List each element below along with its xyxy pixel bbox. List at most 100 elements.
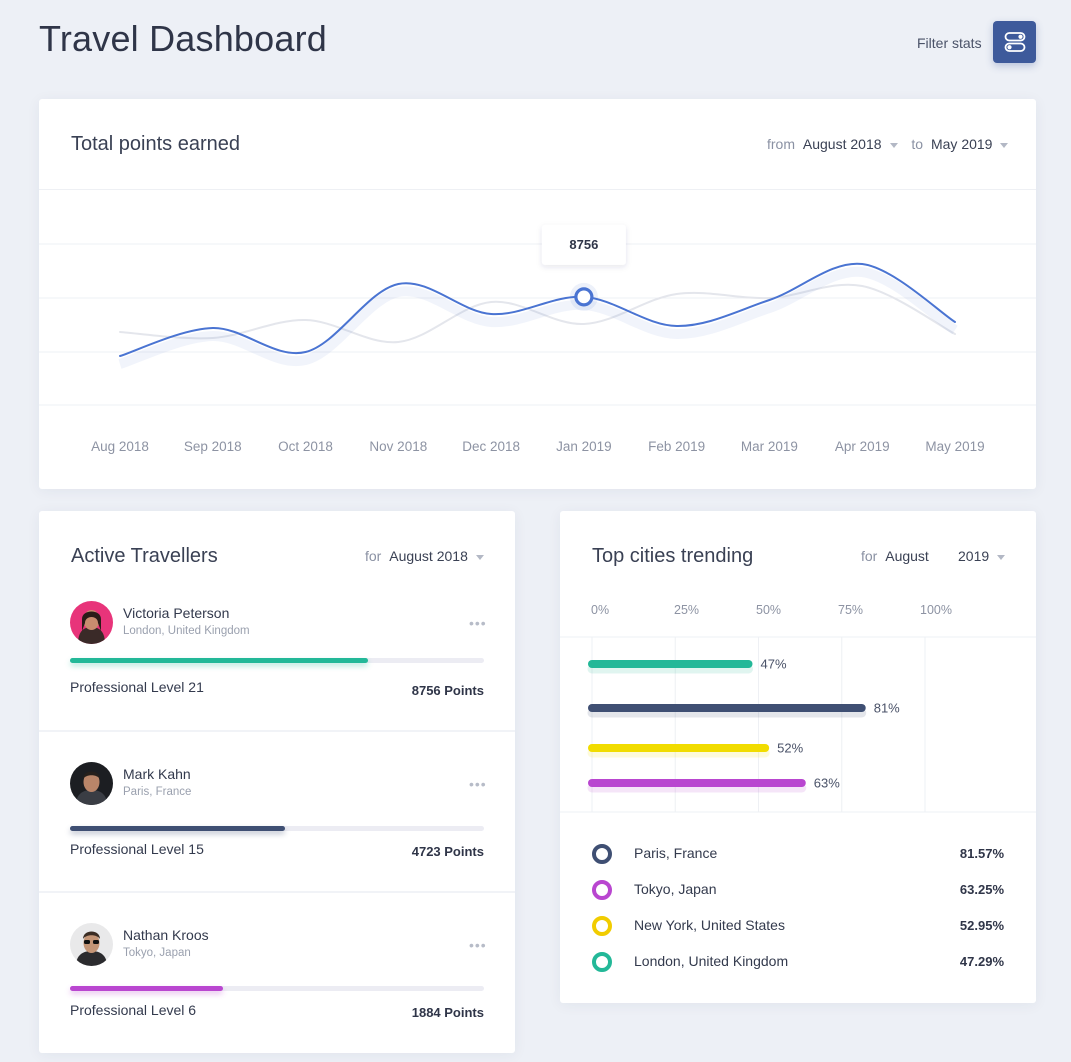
from-value: August 2018: [802, 136, 882, 152]
points-chart-card: Total points earned from August 2018 to …: [39, 99, 1036, 489]
bar-value-label: 81%: [874, 701, 900, 716]
cities-month-value: August: [885, 548, 929, 564]
legend-ring-icon: [592, 844, 612, 864]
cities-title: Top cities trending: [592, 545, 754, 567]
legend-city: Paris, France: [634, 845, 718, 861]
bar-value-label: 47%: [761, 657, 787, 672]
legend-city: London, United Kingdom: [634, 953, 789, 969]
series-line-comparison: [119, 283, 956, 344]
x-tick-label: Dec 2018: [462, 439, 520, 454]
x-tick-label: Apr 2019: [835, 439, 890, 454]
tick-label: 100%: [920, 603, 952, 617]
x-tick-label: Mar 2019: [741, 439, 798, 454]
traveller-name: Victoria Peterson: [123, 605, 230, 621]
traveller-name: Nathan Kroos: [123, 927, 209, 943]
more-options-icon[interactable]: •••: [469, 615, 487, 631]
tick-label: 25%: [674, 603, 700, 617]
travellers-period-dropdown[interactable]: for August 2018: [365, 548, 484, 564]
x-tick-label: Feb 2019: [648, 439, 705, 454]
legend-value: 47.29%: [959, 954, 1004, 969]
to-value: May 2019: [930, 136, 993, 152]
to-dropdown[interactable]: May 2019: [930, 136, 1009, 152]
x-tick-label: Aug 2018: [91, 439, 149, 454]
x-tick-label: May 2019: [925, 439, 984, 454]
traveller-location: London, United Kingdom: [123, 625, 250, 637]
avatar[interactable]: [70, 923, 113, 966]
chevron-down-icon: [889, 142, 898, 148]
filter-stats-label[interactable]: Filter stats: [917, 35, 982, 51]
traveller-name: Mark Kahn: [123, 766, 191, 782]
legend-value: 52.95%: [959, 918, 1004, 933]
tick-label: 50%: [756, 603, 782, 617]
legend-item: New York, United States 52.95%: [592, 915, 1004, 939]
legend-item: Tokyo, Japan 63.25%: [592, 879, 1004, 903]
travellers-period-value: August 2018: [389, 548, 468, 564]
page-title: Travel Dashboard: [39, 18, 328, 59]
tooltip-value: 8756: [569, 237, 598, 252]
filter-stats-button[interactable]: [993, 21, 1036, 63]
legend-city: Tokyo, Japan: [634, 881, 717, 897]
top-cities-card: Top cities trending for August 2019 0% 2…: [560, 511, 1036, 1003]
points-chart-title: Total points earned: [71, 133, 241, 155]
from-label: from: [767, 136, 795, 152]
cities-month-dropdown[interactable]: for August: [861, 548, 929, 564]
cities-bar-chart: 47% 81% 52% 63%: [560, 636, 1036, 813]
x-tick-label: Oct 2018: [278, 439, 333, 454]
traveller-location: Paris, France: [123, 786, 192, 798]
traveller-level: Professional Level 6: [70, 1002, 197, 1018]
bar-value-label: 52%: [777, 741, 803, 756]
progress-bar: [70, 658, 484, 663]
legend-value: 63.25%: [959, 882, 1004, 897]
chart-header-divider: [39, 189, 1036, 190]
chevron-down-icon: [475, 554, 484, 560]
traveller-points: 8756 Points: [411, 683, 484, 698]
avatar[interactable]: [70, 601, 113, 644]
traveller-level: Professional Level 21: [70, 679, 204, 695]
traveller-points: 4723 Points: [411, 844, 484, 859]
legend-item: London, United Kingdom 47.29%: [592, 951, 1004, 975]
x-tick-label: Sep 2018: [184, 439, 242, 454]
bar-value-label: 63%: [814, 776, 840, 791]
to-label: to: [911, 136, 924, 152]
legend-ring-icon: [592, 952, 612, 972]
progress-fill: [70, 826, 286, 831]
legend-value: 81.57%: [959, 846, 1004, 861]
travellers-title: Active Travellers: [71, 545, 218, 567]
tick-label: 0%: [591, 603, 610, 617]
legend-item: Paris, France 81.57%: [592, 843, 1004, 867]
legend-ring-icon: [592, 880, 612, 900]
traveller-row: Nathan Kroos Tokyo, Japan ••• Profession…: [39, 893, 515, 1053]
toggles-icon: [1004, 32, 1025, 52]
traveller-location: Tokyo, Japan: [123, 947, 191, 959]
cities-year-value: 2019: [958, 548, 990, 564]
traveller-points: 1884 Points: [411, 1005, 484, 1020]
progress-bar: [70, 986, 484, 991]
chevron-down-icon: [1000, 142, 1009, 148]
chevron-down-icon: [997, 554, 1006, 560]
series-line-points: [119, 262, 956, 357]
progress-bar: [70, 826, 484, 831]
legend-city: New York, United States: [634, 917, 785, 933]
series-line-shadow: [118, 266, 958, 369]
traveller-row: Mark Kahn Paris, France ••• Professional…: [39, 732, 515, 893]
from-dropdown[interactable]: August 2018: [803, 136, 898, 152]
x-tick-label: Jan 2019: [556, 439, 612, 454]
points-period-selector: from August 2018 to May 2019: [767, 136, 1009, 152]
points-line-chart: Aug 2018 Sep 2018 Oct 2018 Nov 2018 Dec 2018…: [39, 224, 1036, 454]
for-label: for: [861, 548, 878, 564]
more-options-icon[interactable]: •••: [469, 937, 487, 953]
tick-label: 75%: [838, 603, 864, 617]
tooltip-box: [541, 224, 626, 265]
cities-year-dropdown[interactable]: 2019: [958, 548, 1006, 564]
x-tick-label: Nov 2018: [369, 439, 427, 454]
more-options-icon[interactable]: •••: [469, 776, 487, 792]
traveller-level: Professional Level 15: [70, 841, 204, 857]
legend-ring-icon: [592, 916, 612, 936]
progress-fill: [70, 986, 224, 991]
active-travellers-card: Active Travellers for August 2018 Victor…: [39, 511, 515, 1053]
for-label: for: [365, 548, 382, 564]
avatar[interactable]: [70, 762, 113, 805]
highlight-point: [574, 287, 594, 307]
progress-fill: [70, 658, 369, 663]
traveller-row: Victoria Peterson London, United Kingdom…: [39, 571, 515, 732]
